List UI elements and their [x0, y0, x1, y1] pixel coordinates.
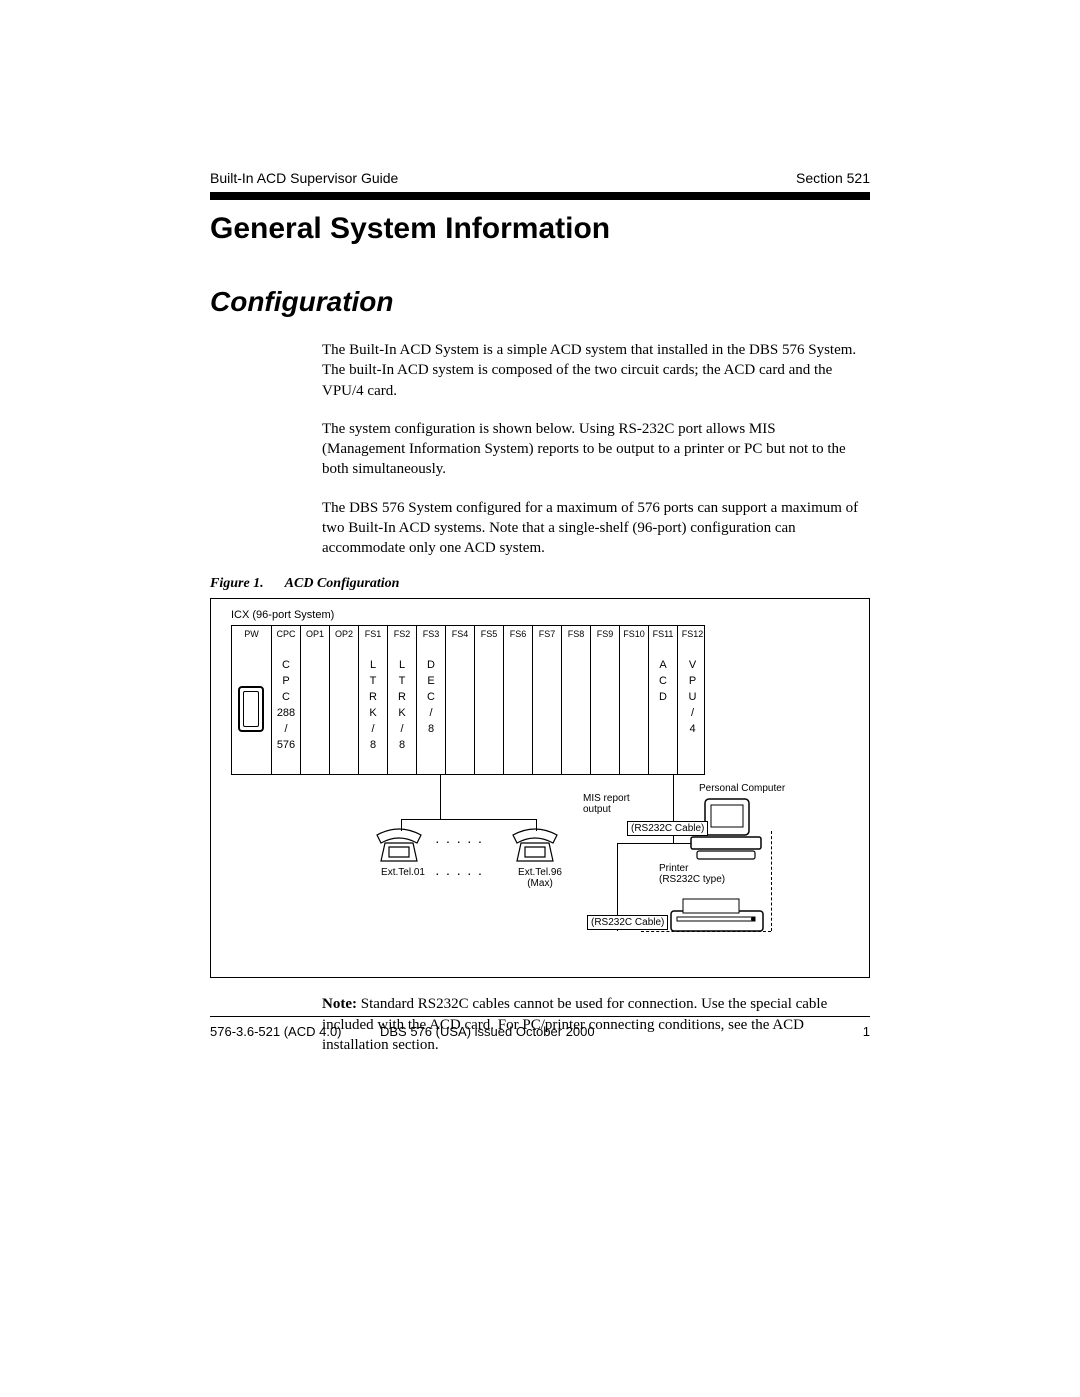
figure-number: Figure 1.: [210, 576, 264, 591]
dashed-pc-down: [771, 831, 772, 931]
note-label: Note:: [322, 996, 357, 1012]
slot-fs10: FS10: [620, 626, 649, 774]
slot-fs6: FS6: [504, 626, 533, 774]
phone-dots-2: ·····: [435, 865, 488, 881]
printer-label: Printer (RS232C type): [659, 863, 749, 885]
footer-left: 576-3.6-521 (ACD 4.0): [210, 1024, 380, 1039]
paragraph-2: The system configuration is shown below.…: [322, 419, 862, 480]
ext-tel-96-label: Ext.Tel.96 (Max): [507, 867, 573, 889]
pc-label: Personal Computer: [699, 783, 819, 794]
figure-title: ACD Configuration: [285, 576, 400, 591]
rs232c-cable-1-label: (RS232C Cable): [627, 821, 708, 836]
figure-box: ICX (96-port System) PW CPC C P C 288 / …: [210, 598, 870, 978]
header-rule: [210, 192, 870, 200]
slot-op1: OP1: [301, 626, 330, 774]
line-dec-split: [401, 819, 536, 820]
footer-rule: [210, 1016, 870, 1017]
figure-caption: Figure 1. ACD Configuration: [210, 576, 870, 592]
slot-fs9: FS9: [591, 626, 620, 774]
slot-fs1: FS1L T R K / 8: [359, 626, 388, 774]
paragraph-3: The DBS 576 System configured for a maxi…: [322, 498, 862, 559]
mis-label: MIS report output: [583, 793, 663, 815]
slot-fs12: FS12V P U / 4: [678, 626, 707, 774]
page-content: Built-In ACD Supervisor Guide Section 52…: [210, 170, 870, 1055]
footer-right: 1: [830, 1024, 870, 1039]
slot-pw: PW: [232, 626, 272, 774]
slot-fs4: FS4: [446, 626, 475, 774]
slot-fs8: FS8: [562, 626, 591, 774]
slot-fs11: FS11A C D: [649, 626, 678, 774]
rs232c-cable-2-label: (RS232C Cable): [587, 915, 668, 930]
header-right: Section 521: [796, 170, 870, 186]
system-label: ICX (96-port System): [231, 609, 334, 621]
page-header: Built-In ACD Supervisor Guide Section 52…: [210, 170, 870, 186]
card-rack: PW CPC C P C 288 / 576 OP1 OP2 FS1L T R …: [231, 625, 705, 775]
line-acd-left: [617, 843, 618, 919]
header-left: Built-In ACD Supervisor Guide: [210, 170, 398, 186]
slot-fs2: FS2L T R K / 8: [388, 626, 417, 774]
phone-icon-1: [371, 827, 427, 867]
paragraph-1: The Built-In ACD System is a simple ACD …: [322, 340, 862, 401]
phone-icon-2: [507, 827, 563, 867]
slot-fs7: FS7: [533, 626, 562, 774]
page-footer: 576-3.6-521 (ACD 4.0) DBS 576 (USA) issu…: [210, 1024, 870, 1039]
page-title: General System Information: [210, 212, 870, 246]
printer-icon: [669, 897, 765, 942]
line-dec-down: [440, 775, 441, 819]
ext-tel-1-label: Ext.Tel.01: [375, 867, 431, 878]
footer-center: DBS 576 (USA) issued October 2000: [380, 1024, 830, 1039]
phone-dots-1: ·····: [435, 833, 488, 849]
body-column: The Built-In ACD System is a simple ACD …: [322, 340, 862, 558]
slot-cpc: CPC C P C 288 / 576: [272, 626, 301, 774]
slot-op2: OP2: [330, 626, 359, 774]
section-title: Configuration: [210, 286, 870, 318]
slot-fs5: FS5: [475, 626, 504, 774]
slot-fs3: FS3D E C / 8: [417, 626, 446, 774]
power-icon: [238, 686, 264, 732]
